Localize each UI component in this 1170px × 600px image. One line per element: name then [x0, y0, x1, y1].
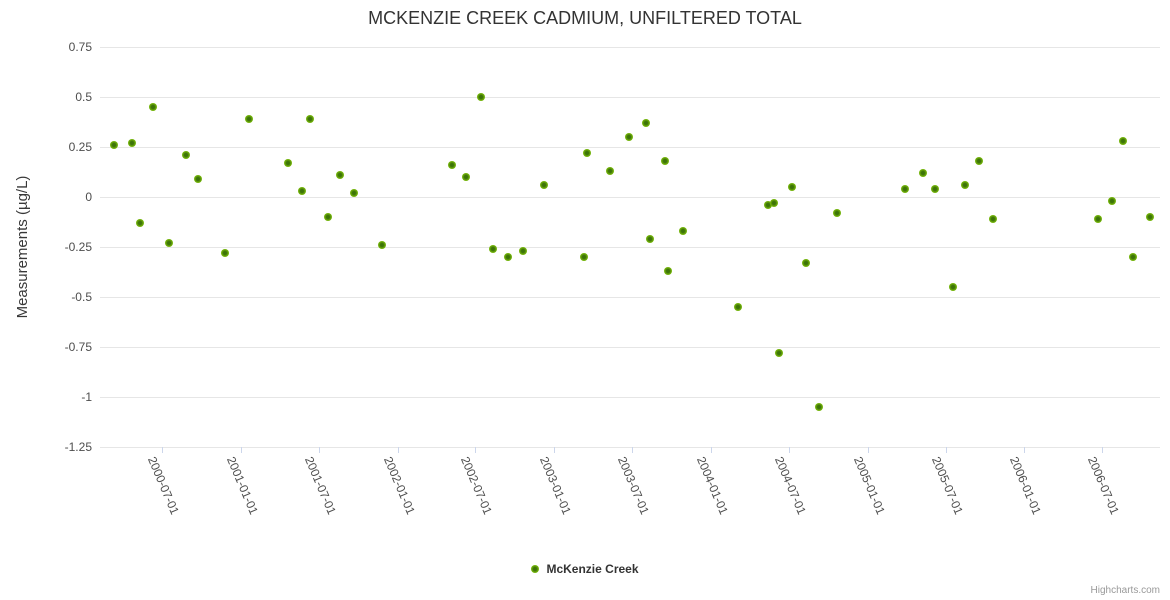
data-point[interactable] — [448, 161, 457, 169]
x-tick — [631, 447, 633, 453]
data-point[interactable] — [182, 151, 191, 159]
data-point[interactable] — [489, 245, 498, 253]
data-point[interactable] — [1118, 137, 1127, 145]
data-point[interactable] — [1094, 215, 1103, 223]
data-point[interactable] — [148, 103, 157, 111]
data-point[interactable] — [378, 241, 387, 249]
data-point[interactable] — [832, 209, 841, 217]
data-point[interactable] — [165, 239, 174, 247]
x-tick — [318, 447, 320, 453]
data-point[interactable] — [244, 115, 253, 123]
legend-item-mckenzie-creek[interactable]: McKenzie Creek — [531, 562, 639, 576]
x-tick — [475, 447, 477, 453]
data-point[interactable] — [663, 267, 672, 275]
y-axis-label: -1 — [81, 390, 92, 404]
data-point[interactable] — [775, 349, 784, 357]
data-point[interactable] — [109, 141, 118, 149]
y-axis-label: -0.25 — [64, 240, 92, 254]
y-axis-label: 0.75 — [68, 40, 92, 54]
data-point[interactable] — [503, 253, 512, 261]
x-tick — [1102, 447, 1104, 453]
data-point[interactable] — [582, 149, 591, 157]
data-point[interactable] — [901, 185, 910, 193]
gridline — [100, 196, 1160, 198]
data-point[interactable] — [918, 169, 927, 177]
data-point[interactable] — [128, 139, 137, 147]
data-point[interactable] — [802, 259, 811, 267]
data-point[interactable] — [974, 157, 983, 165]
chart-title: MCKENZIE CREEK CADMIUM, UNFILTERED TOTAL — [368, 8, 802, 28]
data-point[interactable] — [335, 171, 344, 179]
data-point[interactable] — [989, 215, 998, 223]
data-point[interactable] — [297, 187, 306, 195]
data-point[interactable] — [646, 235, 655, 243]
gridline — [100, 446, 1160, 448]
data-point[interactable] — [679, 227, 688, 235]
data-point[interactable] — [305, 115, 314, 123]
x-tick — [710, 447, 712, 453]
legend-item-label: McKenzie Creek — [546, 562, 639, 576]
data-point[interactable] — [642, 119, 651, 127]
gridline — [100, 396, 1160, 398]
x-tick — [788, 447, 790, 453]
y-axis-label: -0.75 — [64, 340, 92, 354]
data-point[interactable] — [284, 159, 293, 167]
legend-marker-icon — [531, 565, 540, 573]
y-axis-label: -0.5 — [71, 290, 92, 304]
data-point[interactable] — [764, 201, 773, 209]
x-tick — [162, 447, 164, 453]
y-axis-title-text: Measurements (µg/L) — [14, 175, 31, 319]
x-tick — [945, 447, 947, 453]
data-point[interactable] — [814, 403, 823, 411]
y-axis-label: 0.5 — [75, 90, 92, 104]
gridline — [100, 246, 1160, 248]
data-point[interactable] — [477, 93, 486, 101]
plot-area — [100, 46, 1160, 453]
x-axis-line — [100, 447, 1160, 448]
data-point[interactable] — [625, 133, 634, 141]
data-point[interactable] — [579, 253, 588, 261]
gridline — [100, 146, 1160, 148]
gridline — [100, 96, 1160, 98]
data-point[interactable] — [734, 303, 743, 311]
y-axis-label: -1.25 — [64, 440, 92, 454]
gridline — [100, 46, 1160, 48]
data-point[interactable] — [323, 213, 332, 221]
highcharts-credit-link[interactable]: Highcharts.com — [1090, 585, 1160, 596]
x-tick — [1024, 447, 1026, 453]
y-axis-label: 0.25 — [68, 140, 92, 154]
data-point[interactable] — [931, 185, 940, 193]
data-point[interactable] — [1145, 213, 1154, 221]
data-point[interactable] — [193, 175, 202, 183]
data-point[interactable] — [961, 181, 970, 189]
x-tick — [397, 447, 399, 453]
x-tick — [241, 447, 243, 453]
gridline — [100, 296, 1160, 298]
data-point[interactable] — [1107, 197, 1116, 205]
x-tick — [554, 447, 556, 453]
x-tick — [867, 447, 869, 453]
data-point[interactable] — [540, 181, 549, 189]
data-point[interactable] — [461, 173, 470, 181]
data-point[interactable] — [787, 183, 796, 191]
data-point[interactable] — [136, 219, 145, 227]
data-point[interactable] — [606, 167, 615, 175]
data-point[interactable] — [660, 157, 669, 165]
data-point[interactable] — [949, 283, 958, 291]
data-point[interactable] — [769, 199, 778, 207]
data-point[interactable] — [519, 247, 528, 255]
y-axis-label: 0 — [85, 190, 92, 204]
data-point[interactable] — [349, 189, 358, 197]
gridline — [100, 346, 1160, 348]
legend: McKenzie Creek — [0, 562, 1170, 576]
data-point[interactable] — [1128, 253, 1137, 261]
data-point[interactable] — [221, 249, 230, 257]
